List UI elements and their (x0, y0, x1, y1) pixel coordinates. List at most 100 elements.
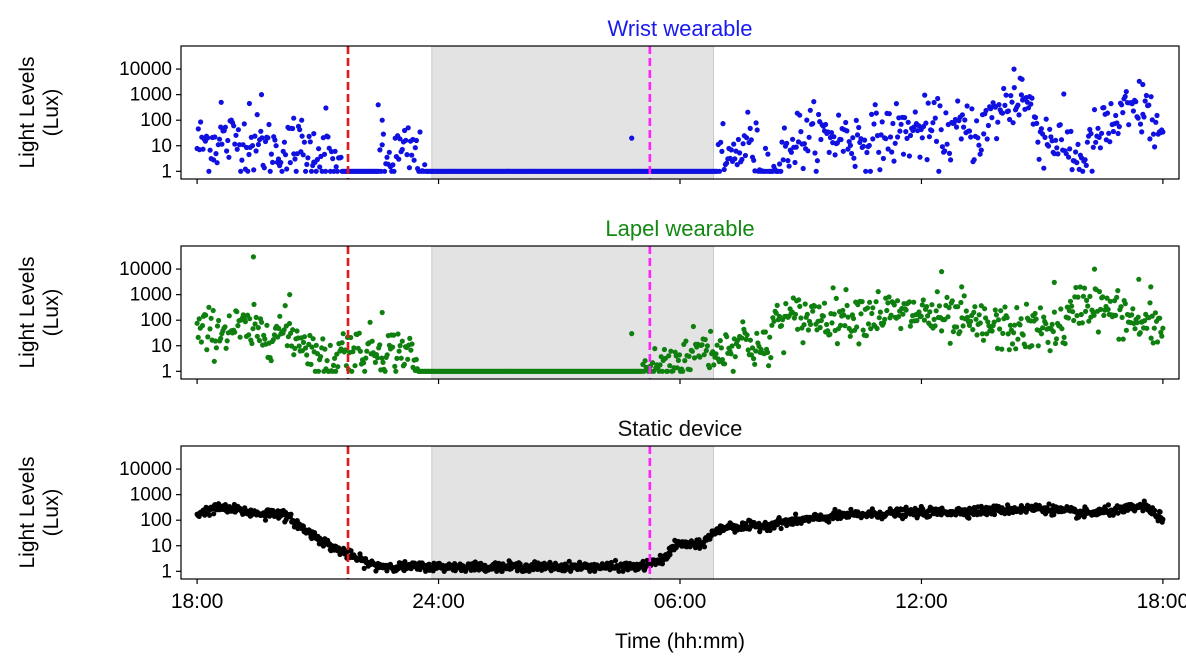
data-point (885, 300, 891, 306)
data-point (1016, 112, 1022, 118)
data-point (847, 333, 853, 339)
data-point (1048, 134, 1054, 140)
data-point (989, 115, 995, 121)
data-point (348, 548, 354, 554)
data-point (206, 168, 212, 174)
data-point (1018, 316, 1024, 322)
data-point (905, 119, 911, 125)
data-point (827, 331, 833, 337)
data-point (249, 340, 255, 347)
data-point (1075, 141, 1081, 147)
data-point (1105, 502, 1111, 508)
data-point (251, 167, 257, 173)
data-point (1007, 322, 1014, 328)
data-point (752, 361, 758, 367)
data-point (778, 323, 785, 329)
data-point (1091, 312, 1097, 318)
data-point (686, 353, 692, 359)
data-point (747, 125, 753, 131)
data-point (796, 297, 802, 303)
data-point (932, 323, 938, 329)
data-point (1160, 129, 1166, 135)
data-point (396, 348, 402, 354)
data-point (1136, 78, 1142, 84)
data-point (650, 360, 656, 366)
data-point (291, 352, 297, 358)
data-point (989, 328, 995, 334)
data-point (886, 111, 892, 117)
y-tick-label: 1 (161, 161, 172, 182)
data-point (1091, 266, 1098, 272)
data-point (1008, 93, 1014, 99)
data-point (922, 92, 928, 98)
data-point (281, 139, 287, 145)
y-axis-label-line1: Light Levels (16, 56, 39, 168)
data-point (800, 165, 806, 172)
data-point (310, 336, 316, 342)
data-point (1115, 288, 1121, 294)
series-points (194, 498, 1166, 574)
data-point (690, 323, 697, 330)
data-point (1152, 144, 1158, 150)
data-point (1015, 102, 1021, 108)
data-point (842, 323, 848, 329)
data-point (907, 323, 914, 329)
data-point (1036, 156, 1042, 162)
x-tick-label: 12:00 (895, 590, 948, 613)
data-point (1050, 328, 1056, 335)
data-point (981, 131, 987, 137)
data-point (844, 302, 850, 309)
data-point (877, 309, 884, 315)
data-point (1011, 85, 1017, 91)
data-point (281, 327, 287, 333)
data-point (288, 511, 294, 517)
data-point (1073, 149, 1079, 155)
data-point (1115, 510, 1121, 516)
data-point (988, 106, 994, 112)
data-point (891, 302, 897, 308)
data-point (1139, 129, 1145, 135)
data-point (640, 558, 646, 564)
data-point (1084, 139, 1090, 145)
data-point (262, 517, 269, 523)
data-point (876, 149, 882, 155)
data-point (977, 151, 983, 157)
data-point (254, 112, 260, 118)
data-point (369, 338, 375, 344)
data-point (802, 301, 808, 307)
data-point (417, 129, 423, 135)
data-point (629, 331, 635, 337)
data-point (268, 358, 274, 364)
data-point (399, 146, 405, 153)
data-point (906, 299, 913, 305)
data-point (1113, 312, 1119, 318)
data-point (1154, 112, 1160, 119)
data-point (1070, 309, 1076, 315)
data-point (724, 160, 730, 166)
data-point (912, 109, 918, 115)
data-point (876, 315, 882, 321)
data-point (277, 313, 283, 319)
data-point (925, 313, 931, 319)
data-point (212, 338, 218, 344)
data-point (1080, 168, 1086, 174)
data-point (1129, 312, 1135, 318)
data-point (754, 330, 760, 336)
data-point (405, 125, 411, 131)
data-point (1012, 322, 1018, 328)
data-point (1150, 131, 1157, 137)
data-point (340, 331, 346, 337)
data-point (996, 102, 1002, 108)
data-point (795, 326, 801, 332)
x-tick-label: 24:00 (412, 590, 465, 613)
data-point (810, 121, 816, 127)
data-point (1066, 154, 1072, 160)
data-point (394, 355, 400, 361)
y-tick-label: 10 (151, 536, 172, 557)
data-point (674, 365, 680, 371)
data-point (303, 345, 309, 351)
data-point (1017, 322, 1023, 328)
data-point (860, 143, 867, 149)
data-point (1029, 95, 1035, 101)
data-point (1130, 108, 1136, 114)
